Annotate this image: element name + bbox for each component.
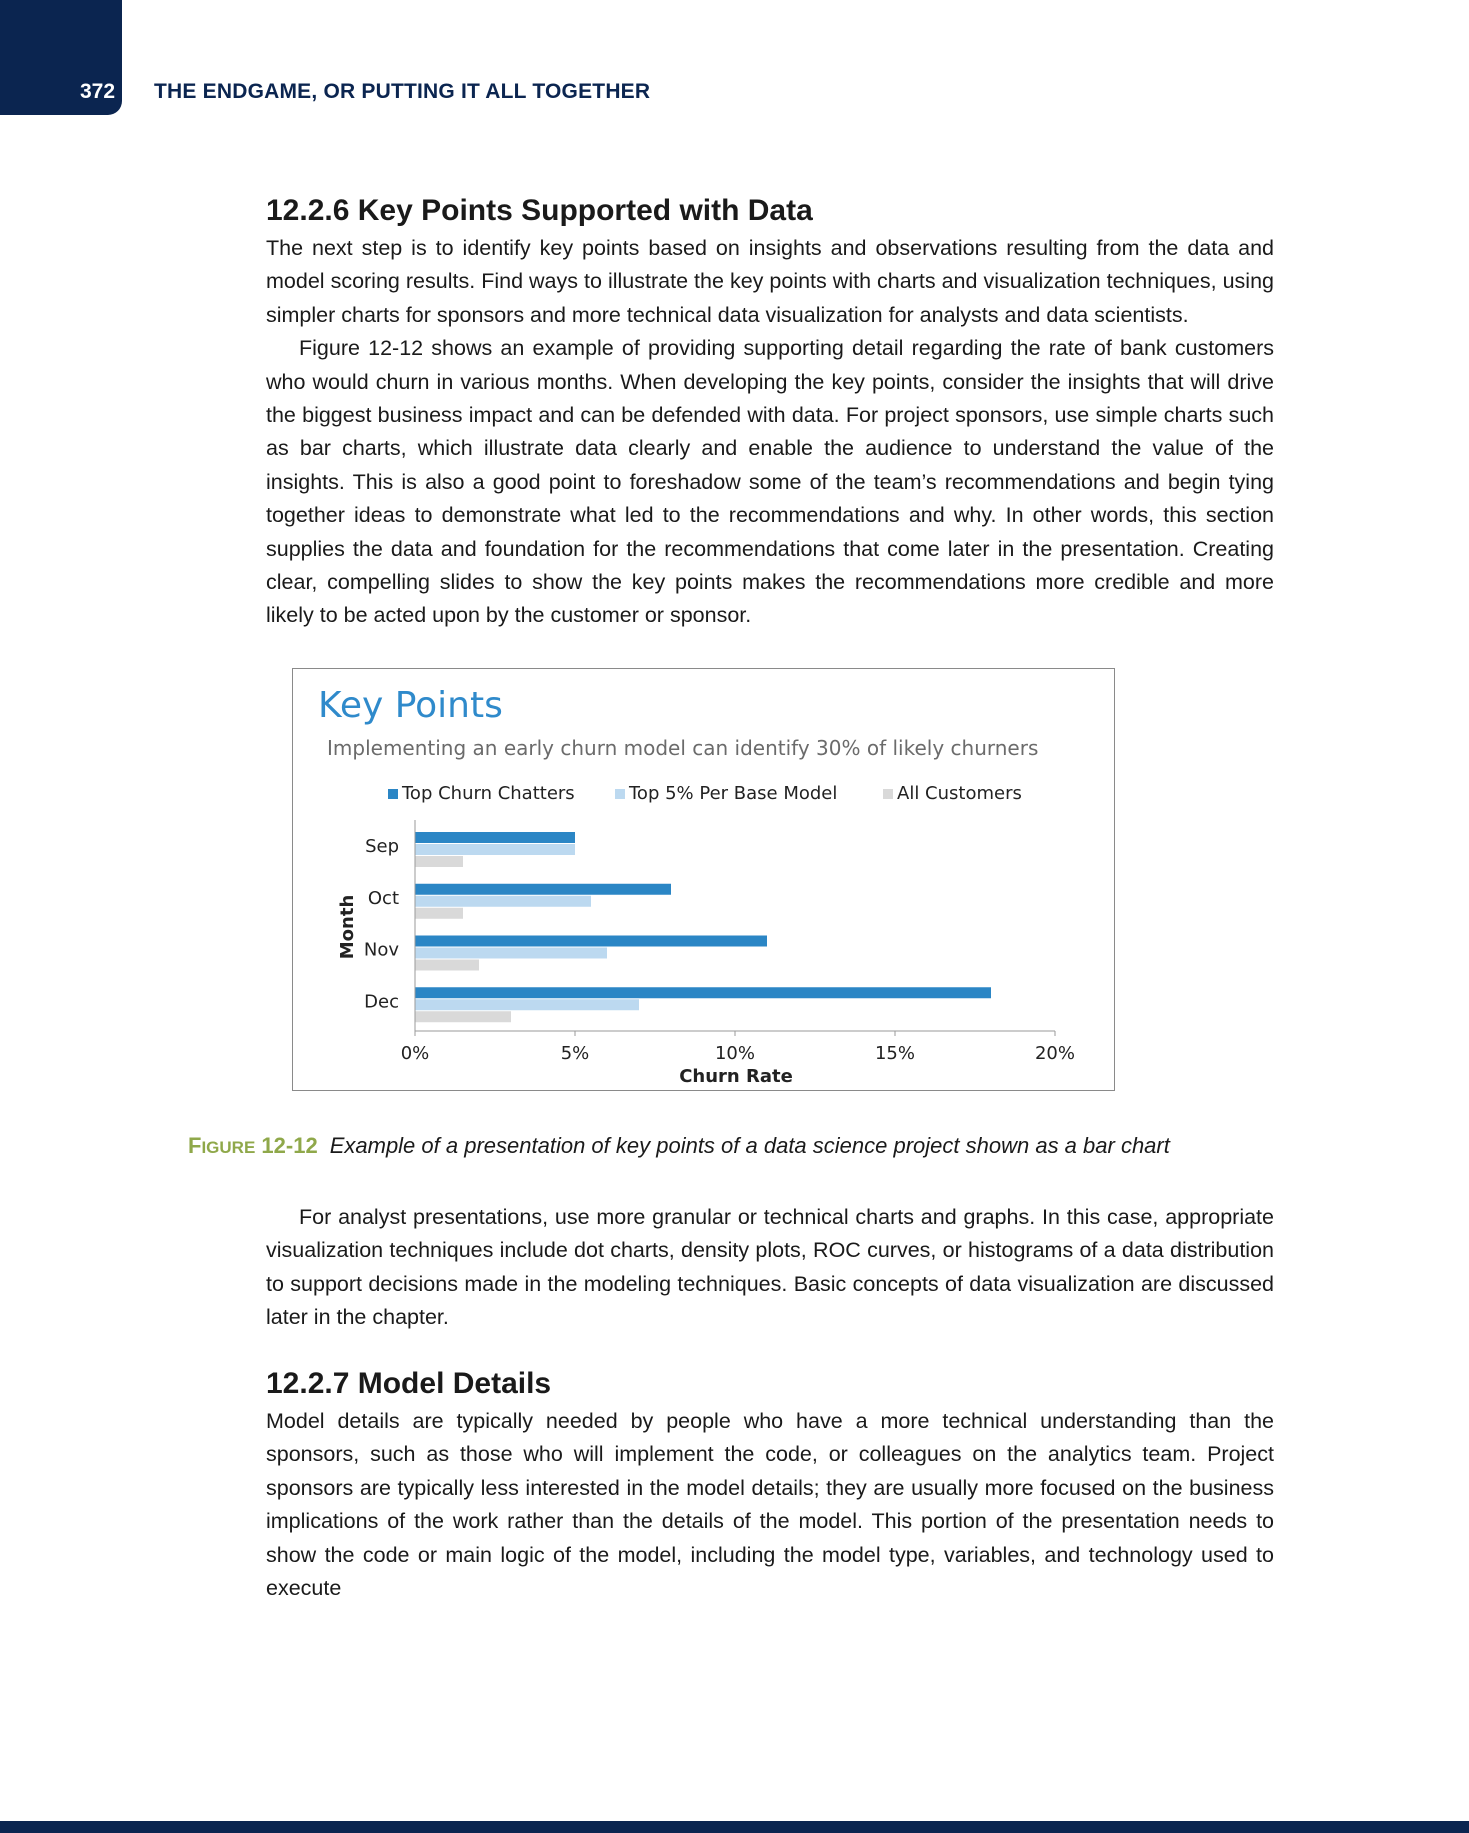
running-head: THE ENDGAME, OR PUTTING IT ALL TOGETHER <box>154 80 651 103</box>
x-tick-label: 10% <box>715 1043 755 1064</box>
bar <box>415 907 463 919</box>
legend-swatch <box>883 789 893 799</box>
figure-label-number: 12-12 <box>261 1133 318 1158</box>
figure-label: FIGURE 12-12 <box>188 1133 318 1158</box>
section-analyst: For analyst presentations, use more gran… <box>266 1201 1274 1335</box>
bar <box>415 947 607 959</box>
bar-chart: Key Points Implementing an early churn m… <box>318 685 1075 1087</box>
legend-label: Top 5% Per Base Model <box>628 783 837 804</box>
bar <box>415 883 671 895</box>
y-tick-label: Nov <box>364 940 399 961</box>
paragraph: The next step is to identify key points … <box>266 236 1274 327</box>
paragraph: For analyst presentations, use more gran… <box>266 1205 1274 1330</box>
bar <box>415 1011 511 1023</box>
section-heading: 12.2.7 Model Details <box>266 1367 552 1400</box>
chart-title: Key Points <box>318 685 503 726</box>
page-number: 372 <box>80 80 116 103</box>
bar <box>415 935 767 947</box>
x-tick-label: 0% <box>401 1043 430 1064</box>
paragraph: Figure 12-12 shows an example of providi… <box>266 336 1274 628</box>
legend-label: Top Churn Chatters <box>401 783 575 804</box>
legend-swatch <box>615 789 625 799</box>
bar <box>415 999 639 1011</box>
bar <box>415 856 463 867</box>
y-tick-label: Dec <box>364 991 399 1012</box>
bar <box>415 832 575 843</box>
section-model-details: 12.2.7 Model Details Model details are t… <box>266 1367 1274 1605</box>
chart-axes: Sep Oct Nov Dec 0% 5% 10% 15% 20% <box>364 820 1075 1064</box>
bar <box>415 959 479 971</box>
x-tick-label: 20% <box>1035 1043 1075 1064</box>
bottom-bar <box>0 1821 1469 1833</box>
chart-subtitle: Implementing an early churn model can id… <box>327 736 1038 760</box>
y-tick-label: Sep <box>365 836 399 857</box>
figure-label-initial: F <box>188 1133 202 1158</box>
chart-legend: Top Churn Chatters Top 5% Per Base Model A… <box>388 783 1022 804</box>
figure-chart: Key Points Implementing an early churn m… <box>292 668 1115 1091</box>
figure-caption-text: Example of a presentation of key points … <box>329 1133 1170 1158</box>
section-heading: 12.2.6 Key Points Supported with Data <box>266 194 813 227</box>
x-axis-label: Churn Rate <box>679 1066 793 1087</box>
legend-swatch <box>388 789 398 799</box>
y-tick-label: Oct <box>368 888 399 909</box>
figure-caption: FIGURE 12-12 Example of a presentation of… <box>188 1133 1170 1159</box>
legend-label: All Customers <box>897 783 1022 804</box>
figure-label-smallcaps: IGURE <box>201 1138 256 1157</box>
y-axis-label: Month <box>337 895 358 960</box>
bar <box>415 895 591 907</box>
x-tick-label: 5% <box>561 1043 590 1064</box>
bar <box>415 844 575 855</box>
bar <box>415 987 991 999</box>
page-tab <box>0 0 122 115</box>
x-tick-label: 15% <box>875 1043 915 1064</box>
section-key-points: 12.2.6 Key Points Supported with Data Th… <box>266 194 1274 633</box>
chart-bars <box>415 832 991 1023</box>
paragraph: Model details are typically needed by pe… <box>266 1409 1274 1601</box>
